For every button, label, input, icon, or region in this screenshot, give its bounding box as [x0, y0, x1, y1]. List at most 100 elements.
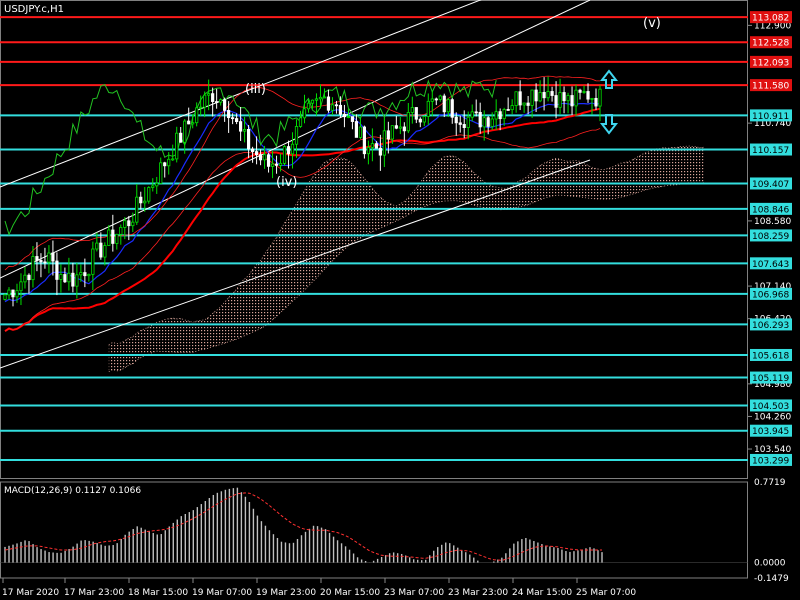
candle-body — [574, 89, 578, 107]
candle-body — [171, 158, 175, 161]
candle-body — [250, 148, 255, 152]
candle-body — [27, 274, 31, 281]
macd-signal-line — [4, 492, 602, 561]
candle-body — [15, 290, 19, 298]
candle-body — [223, 99, 227, 111]
level-price-tag — [750, 318, 792, 331]
candle-body — [35, 256, 39, 261]
candle-body — [83, 272, 87, 277]
level-price-label: 106.968 — [752, 290, 789, 300]
candle-body — [542, 92, 546, 99]
candle-body — [3, 294, 7, 300]
channel-line — [0, 0, 482, 188]
candle-body — [362, 126, 366, 155]
candle-body — [518, 91, 522, 106]
candle-body — [270, 163, 275, 167]
level-price-label: 110.911 — [752, 112, 789, 122]
candle-body — [538, 92, 542, 102]
candle-body — [482, 117, 486, 128]
candle-body — [550, 91, 554, 96]
candle-body — [246, 129, 251, 150]
macd-tick-label: 0.7719 — [754, 478, 786, 488]
main-pane-border — [0, 0, 748, 479]
price-tick-label: 108.580 — [754, 217, 791, 227]
time-tick-label: 23 Mar 23:00 — [448, 588, 508, 598]
level-price-label: 110.157 — [752, 146, 789, 156]
level-price-label: 111.580 — [752, 82, 789, 92]
candle-body — [526, 102, 530, 106]
level-price-tag — [750, 453, 792, 466]
level-price-label: 103.945 — [752, 427, 789, 437]
candle-body — [366, 147, 370, 155]
candle-body — [67, 272, 71, 283]
level-price-label: 109.407 — [752, 180, 789, 190]
candle-body — [290, 143, 295, 155]
candle-body — [562, 92, 566, 102]
candle-body — [522, 102, 526, 106]
level-price-tag — [750, 371, 792, 384]
candle-body — [107, 229, 111, 246]
candle-body — [262, 154, 267, 161]
level-price-tag — [750, 11, 792, 24]
candle-body — [514, 91, 518, 106]
candle-body — [442, 95, 446, 113]
level-price-label: 105.119 — [752, 374, 789, 384]
time-tick-label: 19 Mar 07:00 — [192, 588, 252, 598]
lower-band — [4, 128, 601, 332]
candle-body — [95, 242, 99, 250]
candle-body — [135, 196, 139, 223]
candle-body — [87, 273, 91, 277]
candle-body — [326, 96, 331, 111]
candle-body — [570, 95, 574, 107]
candle-body — [566, 95, 570, 102]
candle-body — [330, 104, 335, 111]
candle-body — [59, 274, 63, 280]
candle-body — [478, 112, 482, 128]
candle-body — [586, 91, 590, 100]
candle-body — [143, 200, 147, 204]
candle-body — [390, 125, 394, 140]
candles — [3, 76, 602, 307]
candle-body — [51, 252, 55, 262]
candle-body — [119, 227, 123, 235]
candle-body — [47, 252, 51, 263]
level-price-tag — [750, 177, 792, 190]
candle-body — [239, 121, 243, 132]
ichimoku-cloud — [108, 145, 704, 373]
arrows — [599, 69, 619, 135]
candle-body — [111, 229, 115, 244]
cloud-span-a — [108, 145, 704, 346]
candle-body — [215, 101, 219, 103]
level-price-label: 104.503 — [752, 402, 789, 412]
cloud-span-b — [108, 182, 704, 373]
macd-pane-border — [0, 481, 748, 579]
candle-body — [406, 112, 410, 132]
candle-body — [306, 102, 311, 110]
price-tick-label: 104.980 — [754, 380, 791, 390]
time-tick-label: 18 Mar 15:00 — [128, 588, 188, 598]
candle-body — [470, 111, 474, 118]
candle-body — [430, 98, 434, 102]
level-price-label: 112.528 — [752, 39, 789, 49]
level-price-label: 108.259 — [752, 232, 789, 242]
candle-body — [19, 281, 23, 292]
candle-body — [31, 256, 35, 281]
horizontal-levels — [0, 16, 748, 461]
wave-label: (iv) — [276, 175, 297, 190]
candle-body — [266, 154, 271, 167]
time-tick-label: 17 Mar 23:00 — [64, 588, 124, 598]
candle-body — [123, 220, 127, 228]
candle-body — [534, 89, 538, 102]
candle-body — [39, 260, 43, 263]
lagging-line — [4, 79, 497, 236]
wave-labels: (iii) (iv) (v) — [245, 16, 661, 190]
candle-body — [159, 162, 163, 184]
candle-body — [382, 130, 386, 156]
candle-body — [274, 163, 279, 166]
level-price-label: 108.846 — [752, 205, 789, 215]
level-price-tag — [750, 229, 792, 242]
upper-band — [4, 75, 601, 271]
level-price-tag — [750, 257, 792, 270]
candle-body — [175, 132, 179, 160]
